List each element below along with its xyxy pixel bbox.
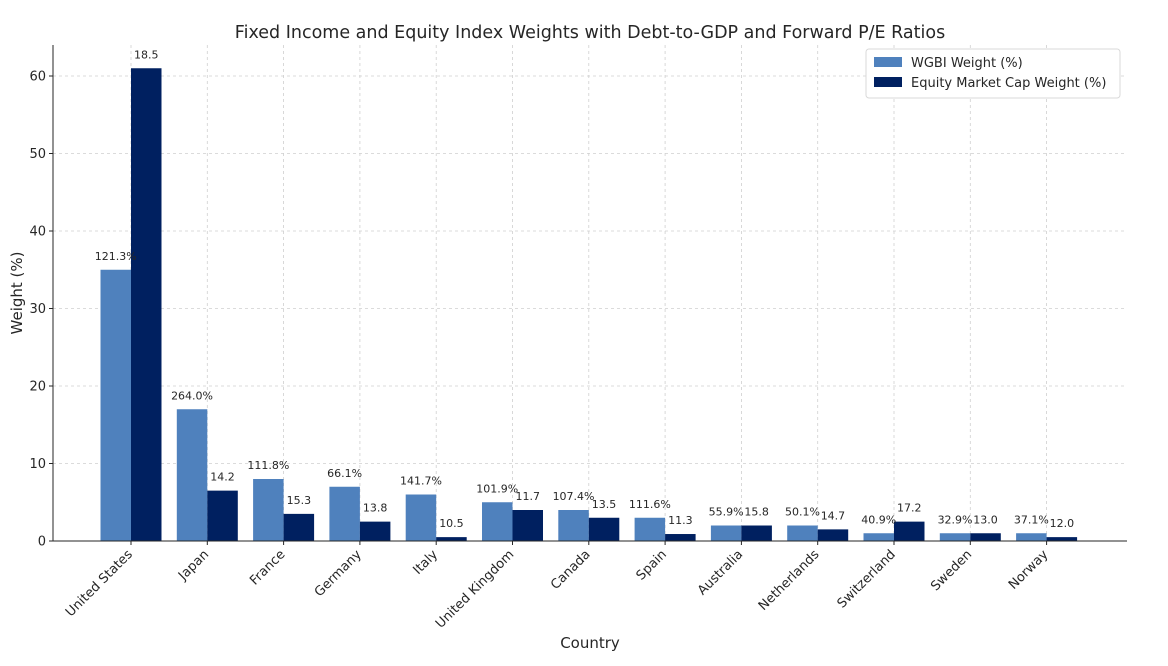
bar-label-debt-to-gdp: 141.7%: [400, 475, 442, 488]
x-tick-label: France: [247, 547, 288, 588]
bar-label-debt-to-gdp: 107.4%: [553, 490, 595, 503]
x-tick-label: Spain: [634, 547, 670, 583]
y-tick-label: 60: [29, 70, 46, 85]
bar-wgbi: [176, 409, 208, 541]
bar-equity: [817, 529, 849, 541]
bar-wgbi: [100, 269, 131, 541]
bar-label-forward-pe: 17.2: [897, 502, 922, 515]
bar-label-forward-pe: 13.8: [363, 502, 388, 515]
bar-label-forward-pe: 15.8: [744, 506, 769, 519]
chart-title: Fixed Income and Equity Index Weights wi…: [235, 23, 945, 43]
x-tick-label: Italy: [410, 547, 441, 578]
x-tick-label: Germany: [312, 547, 365, 600]
bar-wgbi: [787, 525, 818, 541]
y-axis-label: Weight (%): [8, 252, 26, 335]
x-tick-label: Norway: [1006, 547, 1052, 593]
legend-frame: [865, 48, 1121, 99]
bar-label-forward-pe: 13.0: [973, 513, 998, 526]
bar-equity: [588, 517, 620, 541]
x-tick-label: Sweden: [928, 547, 975, 594]
bar-equity: [207, 490, 238, 541]
legend-swatch-wgbi: [874, 57, 902, 67]
bar-label-debt-to-gdp: 121.3%: [95, 250, 137, 263]
y-tick-label: 30: [29, 302, 46, 317]
bar-equity: [512, 510, 543, 541]
bar-label-debt-to-gdp: 37.1%: [1014, 513, 1049, 526]
bar-wgbi: [863, 533, 894, 541]
bar-label-forward-pe: 12.0: [1050, 517, 1075, 530]
bars-layer: [100, 68, 1078, 541]
bar-equity: [741, 525, 772, 541]
bar-wgbi: [710, 525, 742, 541]
bar-label-debt-to-gdp: 50.1%: [785, 506, 820, 519]
x-tick-label: Japan: [175, 547, 212, 584]
x-tick-label: United Kingdom: [433, 547, 517, 631]
y-tick-label: 50: [29, 147, 46, 162]
bar-equity: [1046, 537, 1078, 541]
bar-wgbi: [253, 479, 284, 541]
bar-equity: [131, 68, 162, 541]
y-tick-label: 0: [38, 535, 46, 550]
bar-label-debt-to-gdp: 264.0%: [171, 389, 213, 402]
legend: WGBI Weight (%) Equity Market Cap Weight…: [865, 48, 1121, 99]
bar-wgbi: [1016, 533, 1047, 541]
legend-label-wgbi: WGBI Weight (%): [911, 56, 1023, 71]
bar-label-forward-pe: 13.5: [592, 498, 617, 511]
bar-label-debt-to-gdp: 66.1%: [327, 467, 362, 480]
grid-layer: [53, 45, 1127, 541]
bar-label-debt-to-gdp: 40.9%: [861, 513, 896, 526]
x-tick-label: Canada: [548, 547, 594, 593]
bar-label-forward-pe: 10.5: [439, 517, 464, 530]
y-tick-label: 40: [29, 225, 46, 240]
legend-label-equity: Equity Market Cap Weight (%): [911, 76, 1106, 91]
x-tick-label: Netherlands: [756, 547, 823, 614]
bar-equity: [970, 533, 1001, 541]
axes-layer: 0 10 20 30 40 50 60 United States Japan France Ger…: [29, 45, 1127, 632]
x-axis-label: Country: [560, 634, 620, 652]
bar-equity: [894, 521, 925, 541]
bar-label-debt-to-gdp: 101.9%: [476, 482, 518, 495]
bar-label-debt-to-gdp: 111.8%: [247, 459, 289, 472]
bar-label-forward-pe: 11.3: [668, 514, 693, 527]
bar-label-debt-to-gdp: 55.9%: [709, 506, 744, 519]
bar-label-forward-pe: 11.7: [516, 490, 541, 503]
bar-label-forward-pe: 15.3: [287, 494, 312, 507]
bar-wgbi: [405, 494, 437, 541]
bar-label-debt-to-gdp: 111.6%: [629, 498, 671, 511]
bar-wgbi: [558, 510, 589, 541]
bar-labels-layer: 121.3% 264.0% 111.8% 66.1% 141.7% 101.9% 107.4…: [95, 48, 1074, 530]
y-tick-label: 20: [29, 380, 46, 395]
bar-label-forward-pe: 14.2: [210, 471, 235, 484]
bar-wgbi: [329, 486, 360, 541]
bar-wgbi: [939, 533, 971, 541]
bar-equity: [436, 537, 467, 541]
bar-wgbi: [482, 502, 513, 541]
legend-swatch-equity: [874, 77, 902, 87]
bar-label-debt-to-gdp: 32.9%: [938, 513, 973, 526]
bar-label-forward-pe: 14.7: [821, 509, 846, 522]
x-tick-label: United States: [63, 547, 136, 620]
bar-equity: [665, 534, 696, 541]
bar-wgbi: [634, 517, 666, 541]
x-tick-label: Switzerland: [835, 547, 899, 611]
x-tick-label: Australia: [695, 547, 746, 598]
bar-equity: [283, 513, 315, 541]
y-tick-label: 10: [29, 457, 46, 472]
bar-label-forward-pe: 18.5: [134, 48, 159, 61]
bar-equity: [359, 521, 391, 541]
